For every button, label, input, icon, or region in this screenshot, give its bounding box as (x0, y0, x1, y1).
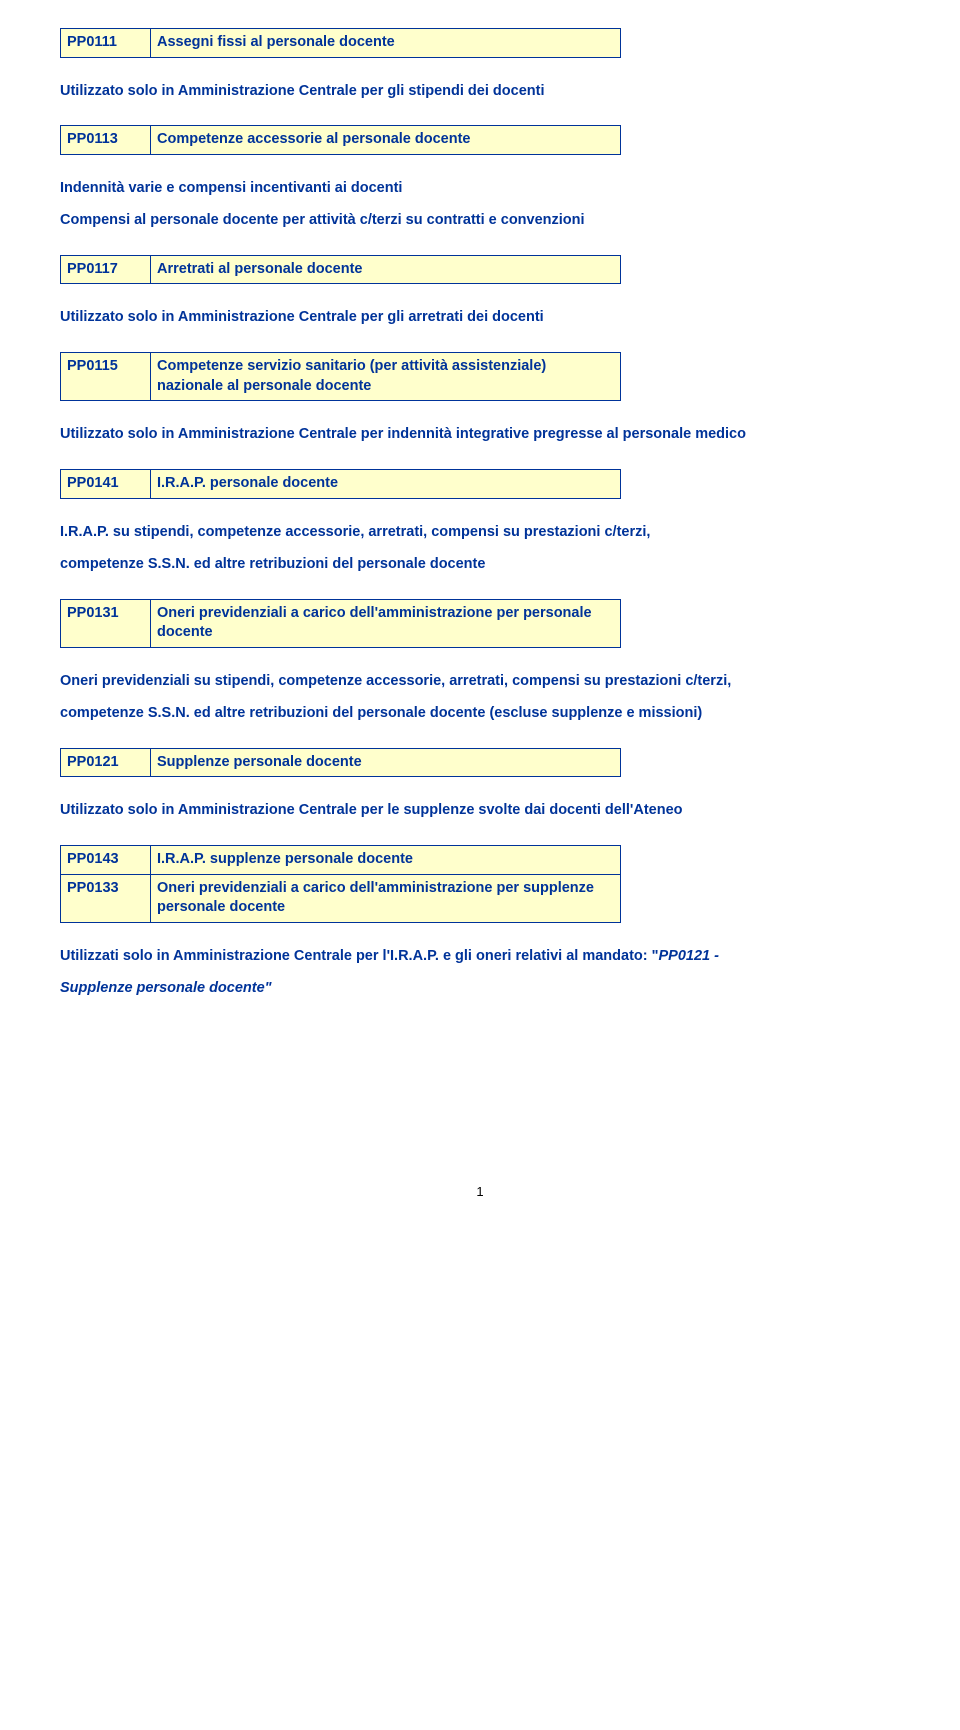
entry-desc: Arretrati al personale docente (151, 255, 621, 284)
note-text: Utilizzato solo in Amministrazione Centr… (60, 795, 900, 827)
entry-code: PP0133 (61, 874, 151, 922)
entry-desc: Competenze accessorie al personale docen… (151, 126, 621, 155)
entry-code: PP0111 (61, 29, 151, 58)
entry-desc: Oneri previdenziali a carico dell'ammini… (151, 599, 621, 647)
entry-table: PP0113 Competenze accessorie al personal… (60, 125, 621, 155)
entry-table: PP0121 Supplenze personale docente (60, 748, 621, 778)
note-line: Utilizzati solo in Amministrazione Centr… (60, 948, 659, 964)
entry-table: PP0117 Arretrati al personale docente (60, 255, 621, 285)
note-line: Oneri previdenziali su stipendi, compete… (60, 673, 731, 689)
entry-table: PP0141 I.R.A.P. personale docente (60, 469, 621, 499)
entry-desc: Oneri previdenziali a carico dell'ammini… (151, 874, 621, 922)
entry-code: PP0143 (61, 845, 151, 874)
entry-desc: Assegni fissi al personale docente (151, 29, 621, 58)
entry-code: PP0117 (61, 255, 151, 284)
note-line-italic: Supplenze personale docente" (60, 980, 272, 996)
note-line: competenze S.S.N. ed altre retribuzioni … (60, 556, 485, 572)
entry-code: PP0141 (61, 470, 151, 499)
note-text: I.R.A.P. su stipendi, competenze accesso… (60, 517, 900, 581)
note-line: Indennità varie e compensi incentivanti … (60, 180, 402, 196)
entry-code: PP0131 (61, 599, 151, 647)
note-line-italic: PP0121 - (659, 948, 719, 964)
entry-code: PP0115 (61, 353, 151, 401)
entry-code: PP0121 (61, 748, 151, 777)
entry-desc: I.R.A.P. supplenze personale docente (151, 845, 621, 874)
note-text: Oneri previdenziali su stipendi, compete… (60, 666, 900, 730)
note-text: Utilizzato solo in Amministrazione Centr… (60, 76, 900, 108)
note-line: Compensi al personale docente per attivi… (60, 212, 585, 228)
entry-desc: Competenze servizio sanitario (per attiv… (151, 353, 621, 401)
entry-table: PP0115 Competenze servizio sanitario (pe… (60, 352, 621, 401)
page-number: 1 (60, 1184, 900, 1199)
note-line: competenze S.S.N. ed altre retribuzioni … (60, 705, 702, 721)
entry-code: PP0113 (61, 126, 151, 155)
entry-desc: Supplenze personale docente (151, 748, 621, 777)
entry-table: PP0143 I.R.A.P. supplenze personale doce… (60, 845, 621, 923)
entry-table: PP0131 Oneri previdenziali a carico dell… (60, 599, 621, 648)
note-text: Utilizzato solo in Amministrazione Centr… (60, 302, 900, 334)
note-line: I.R.A.P. su stipendi, competenze accesso… (60, 524, 650, 540)
entry-table: PP0111 Assegni fissi al personale docent… (60, 28, 621, 58)
entry-desc: I.R.A.P. personale docente (151, 470, 621, 499)
note-text: Indennità varie e compensi incentivanti … (60, 173, 900, 237)
note-text: Utilizzato solo in Amministrazione Centr… (60, 419, 900, 451)
note-text: Utilizzati solo in Amministrazione Centr… (60, 941, 900, 1005)
